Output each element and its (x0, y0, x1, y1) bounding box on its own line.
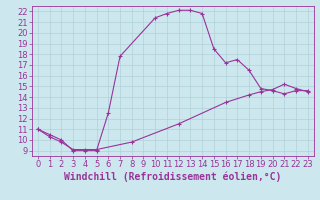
X-axis label: Windchill (Refroidissement éolien,°C): Windchill (Refroidissement éolien,°C) (64, 172, 282, 182)
